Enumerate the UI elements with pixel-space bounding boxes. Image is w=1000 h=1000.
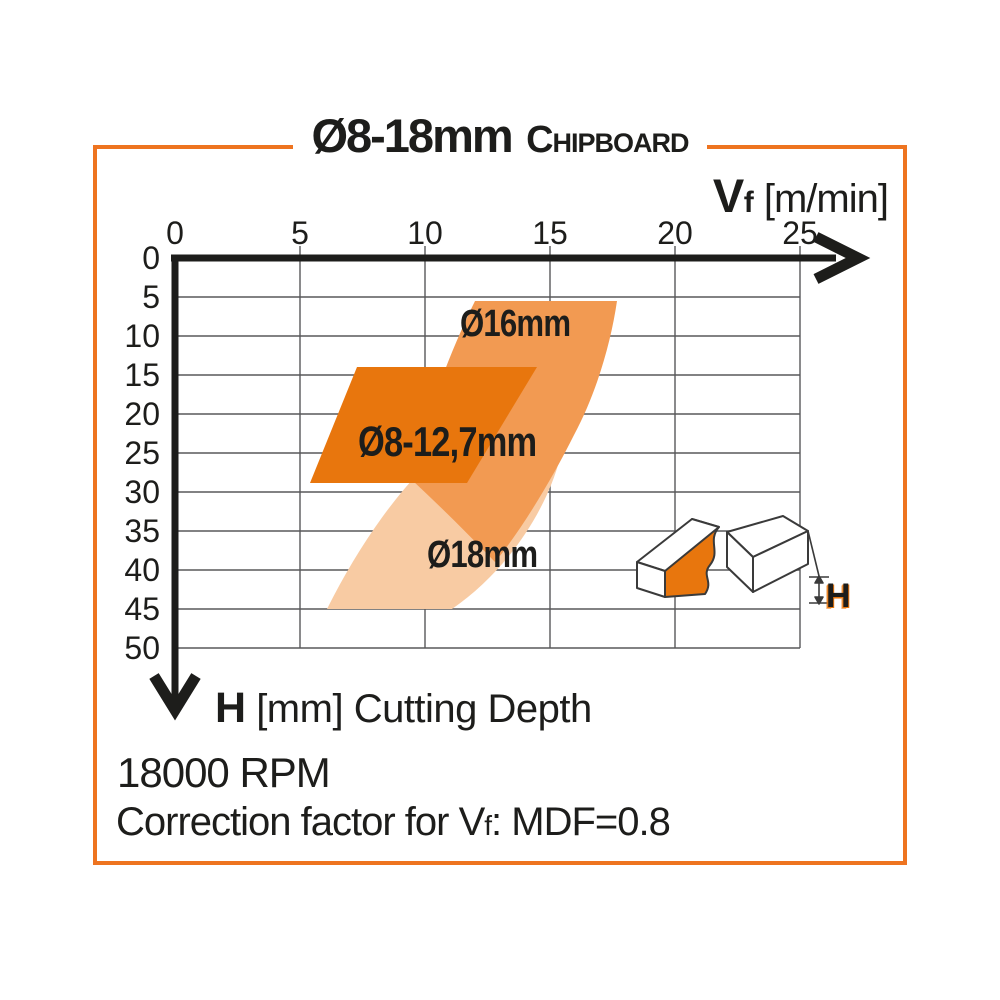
rpm-note: 18000 RPM: [117, 749, 331, 796]
y-axis-title-text: Cutting Depth: [353, 687, 593, 731]
correction-note-suffix: : MDF=0.8: [491, 800, 671, 844]
y-tick-25: 25: [124, 435, 160, 471]
band-o16mm: [412, 301, 617, 562]
y-tick-50: 50: [124, 630, 160, 666]
band-o8-12_7mm: [310, 367, 537, 483]
x-tick-20: 20: [657, 215, 693, 251]
x-tick-25: 25: [782, 215, 818, 251]
x-axis-variable-subscript: f: [743, 186, 754, 219]
y-tick-20: 20: [124, 396, 160, 432]
y-axis-unit: [mm]: [256, 687, 344, 731]
correction-note-prefix: Correction factor for V: [116, 800, 485, 844]
x-tick-15: 15: [532, 215, 568, 251]
region-label-o18mm: Ø18mm: [427, 534, 538, 576]
correction-note: Correction factor for Vf: MDF=0.8: [116, 800, 671, 845]
x-tick-0: 0: [166, 215, 184, 251]
icon-h-label: H: [826, 577, 851, 615]
y-tick-0: 0: [142, 240, 160, 276]
correction-note-subscript: f: [484, 810, 492, 841]
x-tick-5: 5: [291, 215, 309, 251]
y-tick-10: 10: [124, 318, 160, 354]
y-axis-title: H [mm] Cutting Depth: [215, 684, 592, 733]
y-tick-35: 35: [124, 513, 160, 549]
y-tick-30: 30: [124, 474, 160, 510]
title-diameter-range: Ø8-18mm: [311, 109, 513, 162]
y-tick-45: 45: [124, 591, 160, 627]
x-axis-variable: V: [712, 169, 744, 222]
x-axis: [171, 232, 871, 284]
icon-left-block-front: [636, 561, 666, 598]
x-tick-10: 10: [407, 215, 443, 251]
y-tick-5: 5: [142, 279, 160, 315]
y-axis: [149, 255, 201, 721]
y-tick-40: 40: [124, 552, 160, 588]
card-title: Ø8-18mm Chipboard: [93, 108, 907, 176]
icon-h-dimension: [807, 530, 829, 605]
region-label-o16mm: Ø16mm: [460, 303, 571, 345]
icon-right-block-side: [726, 531, 754, 593]
region-label-o8-12_7mm: Ø8-12,7mm: [358, 418, 537, 465]
cutting-depth-icon: [636, 515, 829, 605]
title-material: Chipboard: [526, 119, 689, 161]
x-axis-unit: [m/min]: [763, 177, 889, 221]
y-axis-variable: H: [215, 684, 246, 732]
y-tick-15: 15: [124, 357, 160, 393]
x-axis-title: Vf [m/min]: [712, 168, 889, 223]
